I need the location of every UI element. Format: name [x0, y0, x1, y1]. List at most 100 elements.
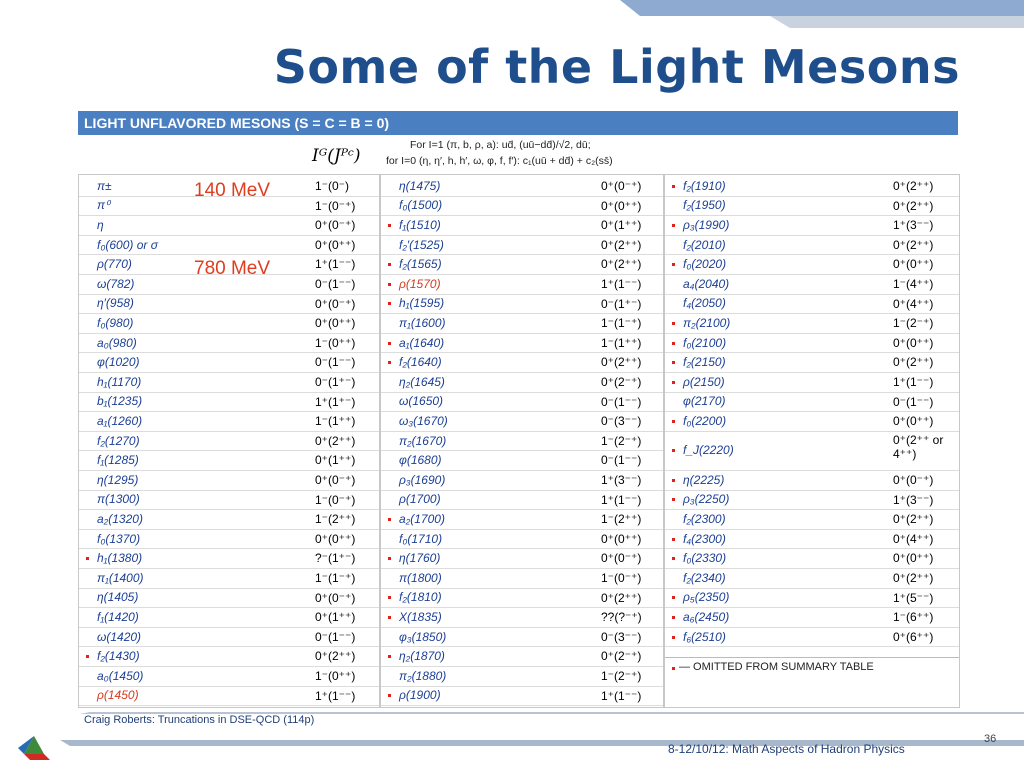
omitted-marker: [672, 321, 675, 325]
quantum-numbers: 0⁺(2⁻⁺): [601, 649, 642, 664]
meson-name: φ(1020): [97, 355, 140, 370]
meson-name: π₂(1670): [399, 433, 447, 448]
table-row: f₀(600) or σ 0⁺(0⁺⁺): [79, 236, 379, 256]
omitted-marker: [672, 498, 675, 502]
table-row: f₀(2020) 0⁺(0⁺⁺): [665, 255, 959, 275]
meson-name: η: [97, 217, 104, 232]
omitted-marker: [672, 635, 675, 639]
omitted-marker: [672, 596, 675, 600]
table-row: f₄(2050) 0⁺(4⁺⁺): [665, 295, 959, 315]
meson-name: f₂(1430): [97, 649, 140, 664]
quantum-numbers: 1⁻(1⁻⁺): [601, 316, 642, 331]
table-row: φ(2170) 0⁻(1⁻⁻): [665, 393, 959, 413]
table-row: ρ(2150) 1⁺(1⁻⁻): [665, 373, 959, 393]
table-column: f₂(1910) 0⁺(2⁺⁺) f₂(1950) 0⁺(2⁺⁺) ρ₃(1990) 1⁺…: [664, 174, 960, 708]
omitted-marker: [672, 537, 675, 541]
omitted-marker: [388, 263, 391, 267]
table-row: f₄(2300) 0⁺(4⁺⁺): [665, 530, 959, 550]
table-row: ρ(1450) 1⁺(1⁻⁻): [79, 687, 379, 707]
quantum-numbers: 1⁻(0⁻⁺): [315, 198, 356, 213]
table-row: π₂(2100) 1⁻(2⁻⁺): [665, 314, 959, 334]
table-row: f₁(1285) 0⁺(1⁺⁺): [79, 451, 379, 471]
table-row: η(1405) 0⁺(0⁻⁺): [79, 589, 379, 609]
meson-name: ρ₅(2350): [683, 590, 730, 605]
table-row: π(1800) 1⁻(0⁻⁺): [381, 569, 663, 589]
omitted-note: — OMITTED FROM SUMMARY TABLE: [679, 661, 874, 674]
quantum-numbers: ?⁻(1⁺⁻): [315, 551, 356, 566]
table-row: ω(1650) 0⁻(1⁻⁻): [381, 393, 663, 413]
table-row: π₂(1670) 1⁻(2⁻⁺): [381, 432, 663, 452]
table-row: ρ(1700) 1⁺(1⁻⁻): [381, 491, 663, 511]
meson-name: a₂(1320): [97, 511, 143, 526]
table-row: f₂(2010) 0⁺(2⁺⁺): [665, 236, 959, 256]
meson-name: f₀(2330): [683, 551, 727, 566]
omitted-marker: [388, 655, 391, 659]
omitted-marker: [388, 596, 391, 600]
omitted-marker: [388, 302, 391, 306]
quantum-numbers: 0⁺(0⁻⁺): [601, 179, 642, 193]
quantum-numbers: 0⁺(2⁺⁺): [601, 355, 642, 370]
table-row: ρ₃(1690) 1⁺(3⁻⁻): [381, 471, 663, 491]
meson-name: ρ(1570): [399, 276, 441, 291]
meson-name: φ₃(1850): [399, 629, 447, 644]
quantum-numbers: 0⁺(2⁺⁺): [893, 571, 934, 585]
table-row: φ(1680) 0⁻(1⁻⁻): [381, 451, 663, 471]
omitted-marker: [86, 557, 89, 561]
meson-name: f₀(1370): [97, 531, 141, 546]
quantum-numbers: 0⁺(0⁻⁺): [893, 473, 934, 487]
omitted-marker: [388, 517, 391, 521]
meson-name: f₀(2020): [683, 257, 727, 272]
table-row: f₀(1500) 0⁺(0⁺⁺): [381, 197, 663, 217]
table-row: f₂(1910) 0⁺(2⁺⁺): [665, 177, 959, 197]
meson-name: ρ₃(1990): [683, 217, 730, 232]
table-row: π₁(1400) 1⁻(1⁻⁺): [79, 569, 379, 589]
table-row: ρ₃(1990) 1⁺(3⁻⁻): [665, 216, 959, 236]
quantum-numbers: 0⁺(0⁺⁺): [893, 551, 934, 566]
quantum-numbers: 1⁺(1⁻⁻): [893, 375, 934, 389]
quantum-numbers: 0⁻(1⁻⁻): [893, 394, 934, 409]
quantum-numbers: 0⁺(0⁻⁺): [315, 218, 356, 233]
meson-name: f₂(1950): [683, 198, 726, 213]
table-row: a₁(1260) 1⁻(1⁺⁺): [79, 412, 379, 432]
meson-name: ρ(770): [97, 257, 132, 272]
table-row: f₂(1810) 0⁺(2⁺⁺): [381, 589, 663, 609]
quantum-numbers: 1⁺(1⁻⁻): [601, 277, 642, 291]
table-row: f₆(2510) 0⁺(6⁺⁺): [665, 628, 959, 648]
quantum-numbers: 0⁺(0⁺⁺): [893, 335, 934, 350]
meson-name: η₂(1645): [399, 374, 445, 389]
quantum-numbers: 1⁺(5⁻⁻): [893, 590, 934, 605]
annotation: 780 MeV: [194, 258, 271, 279]
quantum-numbers: 0⁺(1⁺⁺): [315, 453, 356, 468]
footer-bar: [60, 740, 1024, 746]
quantum-numbers: 1⁺(1⁺⁻): [315, 394, 356, 409]
quantum-numbers: 0⁺(2⁺⁺): [893, 198, 934, 213]
omitted-marker: [672, 615, 675, 619]
quantum-numbers: 0⁻(1⁺⁻): [601, 296, 642, 311]
logo-blue: [18, 736, 34, 754]
quantum-numbers: 1⁻(0⁻⁺): [601, 571, 642, 585]
table-row: π₁(1600) 1⁻(1⁻⁺): [381, 314, 663, 334]
table-row: f₂′(1525) 0⁺(2⁺⁺): [381, 236, 663, 256]
table-row: π⁰ 1⁻(0⁻⁺): [79, 197, 379, 217]
omitted-marker: [388, 694, 391, 698]
meson-name: f₂(1640): [399, 355, 442, 370]
quantum-numbers: 1⁺(3⁻⁻): [893, 492, 934, 507]
meson-name: ρ₃(1690): [399, 472, 446, 487]
quantum-numbers: 0⁻(1⁻⁻): [601, 394, 642, 409]
table-row: b₁(1235) 1⁺(1⁺⁻): [79, 393, 379, 413]
meson-name: π(1800): [399, 570, 442, 585]
quantum-numbers: 1⁻(1⁺⁺): [315, 414, 356, 429]
omitted-marker: [672, 557, 675, 561]
meson-name: π⁰: [97, 198, 110, 213]
top-bar-light: [770, 16, 1024, 28]
meson-name: ρ(1450): [97, 688, 139, 703]
table-column: π± 1⁻(0⁻) π⁰ 1⁻(0⁻⁺) η 0⁺(0⁻⁺) f₀(600) or σ 0⁺(…: [78, 174, 380, 708]
meson-name: φ(1680): [399, 453, 442, 468]
table-row: X(1835) ??(?⁻⁺): [381, 608, 663, 628]
quantum-numbers: 0⁺(2⁺⁺ or 4⁺⁺): [893, 432, 944, 461]
quantum-numbers: 1⁻(0⁻): [315, 179, 350, 193]
table-row: a₀(1450) 1⁻(0⁺⁺): [79, 667, 379, 687]
quantum-numbers: 0⁺(2⁺⁺): [893, 512, 934, 527]
table-row: h₁(1380) ?⁻(1⁺⁻): [79, 549, 379, 569]
qn-label: Iᴳ(Jᴾᶜ): [312, 146, 361, 166]
